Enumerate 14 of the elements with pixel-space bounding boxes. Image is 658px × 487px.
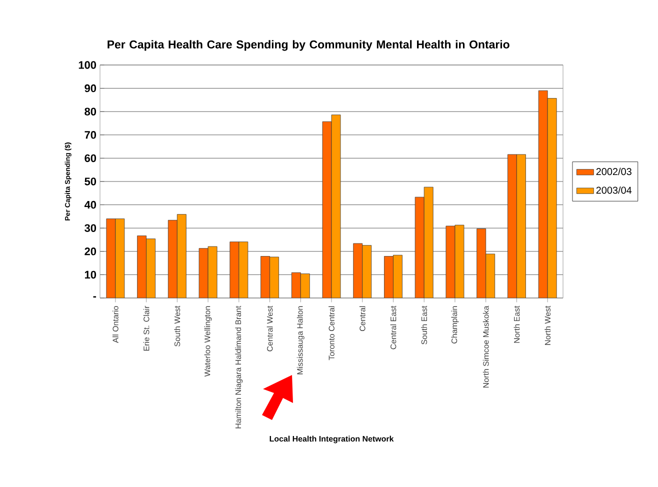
chart-title: Per Capita Health Care Spending by Community Mental Health in Ontario bbox=[108, 40, 510, 51]
legend-label: 2003/04 bbox=[596, 186, 632, 194]
y-tick-label: 100 bbox=[78, 61, 96, 69]
y-tick-label: 30 bbox=[84, 224, 96, 232]
y-tick-label: 80 bbox=[84, 108, 96, 116]
y-tick-label: 20 bbox=[84, 248, 96, 256]
y-tick-label: - bbox=[93, 296, 96, 298]
y-tick-label: 10 bbox=[84, 270, 96, 279]
y-tick-label: 40 bbox=[84, 200, 96, 209]
legend-label: 2002/03 bbox=[596, 168, 632, 176]
y-tick-label: 60 bbox=[84, 154, 96, 162]
y-tick-label: 70 bbox=[84, 131, 96, 139]
y-tick-label: 90 bbox=[84, 84, 96, 92]
y-tick-label: 50 bbox=[84, 178, 96, 186]
